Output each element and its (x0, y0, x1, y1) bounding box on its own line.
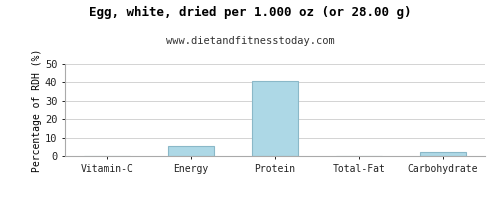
Y-axis label: Percentage of RDH (%): Percentage of RDH (%) (32, 48, 42, 172)
Text: Egg, white, dried per 1.000 oz (or 28.00 g): Egg, white, dried per 1.000 oz (or 28.00… (89, 6, 411, 19)
Bar (252, 81, 298, 156)
Bar (420, 152, 466, 156)
Bar (168, 146, 214, 156)
Text: www.dietandfitnesstoday.com: www.dietandfitnesstoday.com (166, 36, 334, 46)
